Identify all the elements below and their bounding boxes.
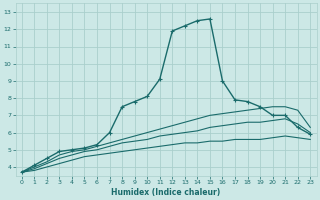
X-axis label: Humidex (Indice chaleur): Humidex (Indice chaleur) [111,188,221,197]
